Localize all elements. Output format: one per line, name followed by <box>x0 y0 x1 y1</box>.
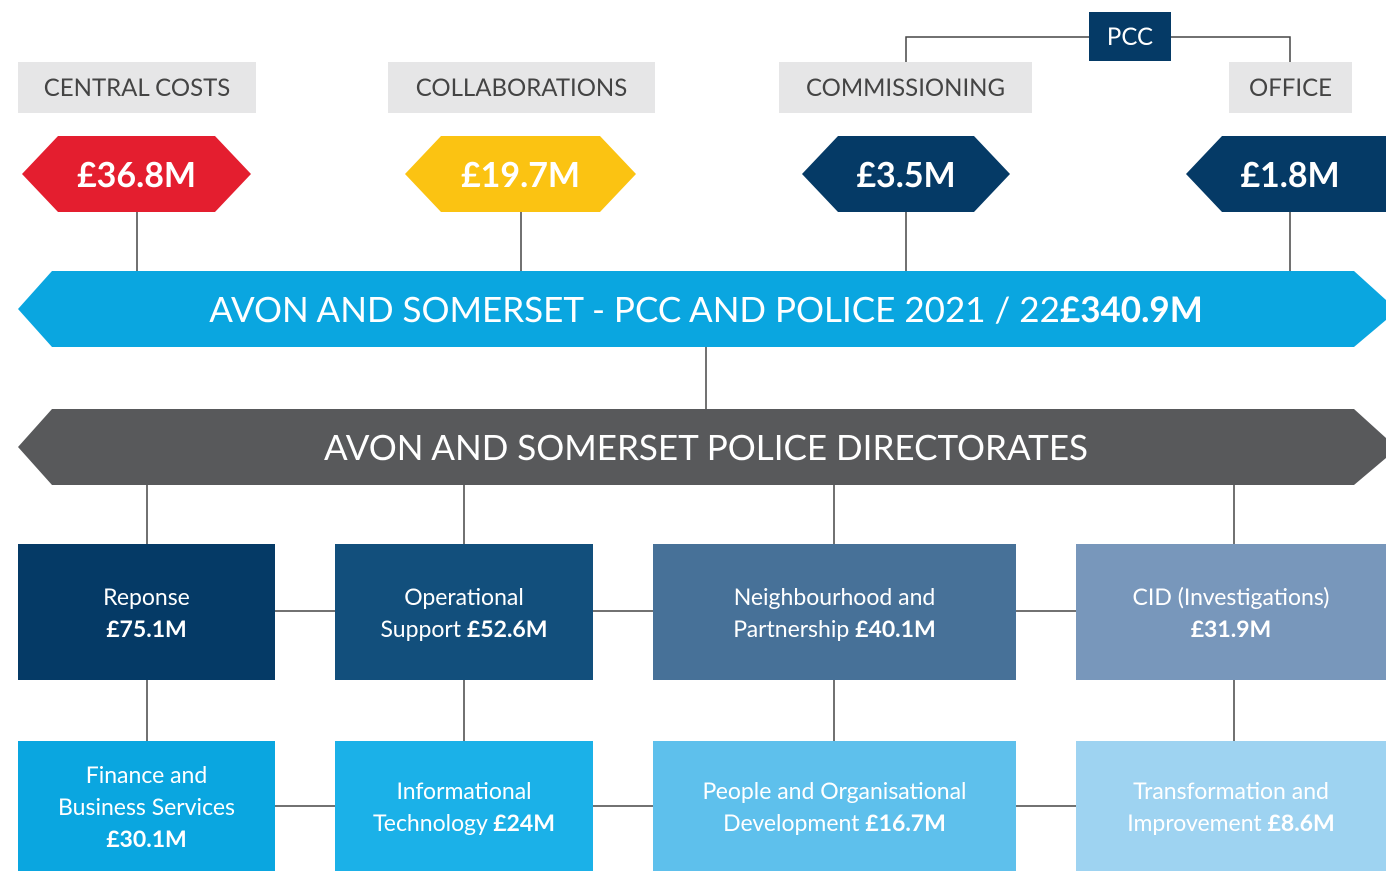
box-line: £75.1M <box>106 612 187 644</box>
main-amount: £340.9M <box>1059 288 1203 330</box>
box-name: Transformation and <box>1133 776 1329 804</box>
box <box>335 544 593 680</box>
main-banner <box>18 271 1386 347</box>
box <box>1076 741 1386 871</box>
box-name: Support <box>380 614 462 642</box>
box-line: CID (Investigations) <box>1133 580 1330 612</box>
box-text: Reponse £75.1M <box>18 544 275 680</box>
dir-title: AVON AND SOMERSET POLICE DIRECTORATES <box>323 426 1089 468</box>
main-title: AVON AND SOMERSET - PCC AND POLICE 2021 … <box>18 271 1386 347</box>
box-text: People and Organisational Development £16… <box>653 741 1016 871</box>
box-line: Transformation and <box>1133 774 1329 806</box>
pcc-label: PCC <box>1106 22 1154 51</box>
box <box>18 544 275 680</box>
box <box>1076 544 1386 680</box>
box-name: Business Services <box>58 792 235 820</box>
box-text: Operational Support £52.6M <box>335 544 593 680</box>
top-label: OFFICE <box>1229 62 1352 113</box>
top-amount: £3.5M <box>856 153 956 195</box>
box-line: People and Organisational <box>703 774 967 806</box>
box-line: Finance and <box>86 758 208 790</box>
lines <box>136 36 1291 807</box>
hex-central <box>22 136 251 212</box>
pcc-box <box>1089 12 1171 61</box>
top-label: COMMISSIONING <box>779 62 1032 113</box>
box-line: Partnership £40.1M <box>733 612 935 644</box>
box-amount: £24M <box>493 808 555 836</box>
hex-office <box>1186 136 1386 212</box>
box-line: £30.1M <box>106 822 187 854</box>
box-amount: £8.6M <box>1267 808 1335 836</box>
box-name: Informational <box>396 776 532 804</box>
dir-connectors <box>146 485 1235 544</box>
box-text: Informational Technology £24M <box>335 741 593 871</box>
box-name: Technology <box>373 808 488 836</box>
box-name: Partnership <box>733 614 850 642</box>
side-connectors <box>275 610 1076 807</box>
top-amount: £36.8M <box>76 153 197 195</box>
box-line: Technology £24M <box>373 806 555 838</box>
box <box>653 544 1016 680</box>
main-title-text: AVON AND SOMERSET - PCC AND POLICE 2021 … <box>209 288 1060 330</box>
box-line: Development £16.7M <box>723 806 946 838</box>
box <box>18 741 275 871</box>
box-name: Neighbourhood and <box>733 582 936 610</box>
box <box>653 741 1016 871</box>
box-amount: £40.1M <box>855 614 936 642</box>
box-line: Informational <box>396 774 531 806</box>
box-text: Transformation and Improvement £8.6M <box>1076 741 1386 871</box>
box-line: Business Services <box>58 790 235 822</box>
box-name: CID (Investigations) <box>1132 582 1330 610</box>
top-amount: £19.7M <box>460 153 581 195</box>
top-label: CENTRAL COSTS <box>18 62 256 113</box>
box-amount: £31.9M <box>1190 614 1272 642</box>
box <box>335 741 593 871</box>
box-amount: £52.6M <box>466 614 548 642</box>
box-text: CID (Investigations) £31.9M <box>1076 544 1386 680</box>
box-amount: £16.7M <box>865 808 946 836</box>
box-line: £31.9M <box>1191 612 1272 644</box>
box-line: Neighbourhood and <box>734 580 936 612</box>
box-line: Operational <box>404 580 524 612</box>
box-line: Support £52.6M <box>381 612 548 644</box>
box-name: People and Organisational <box>702 776 967 804</box>
top-connectors <box>136 212 1291 271</box>
box-line: Reponse <box>103 580 190 612</box>
box-text: Neighbourhood and Partnership £40.1M <box>653 544 1016 680</box>
row-connectors <box>146 680 1235 741</box>
dir-banner <box>18 409 1386 485</box>
box-amount: £75.1M <box>106 614 187 642</box>
top-label: COLLABORATIONS <box>388 62 655 113</box>
box-name: Reponse <box>103 582 190 610</box>
hex-commission <box>802 136 1010 212</box>
box-name: Operational <box>404 582 524 610</box>
box-line: Improvement £8.6M <box>1127 806 1334 838</box>
box-name: Improvement <box>1127 808 1262 836</box>
box-text: Finance and Business Services £30.1M <box>18 741 275 871</box>
box-amount: £30.1M <box>106 824 187 852</box>
hex-collab <box>405 136 636 212</box>
top-amount: £1.8M <box>1240 153 1340 195</box>
box-name: Finance and <box>85 760 208 788</box>
box-name: Development <box>723 808 860 836</box>
